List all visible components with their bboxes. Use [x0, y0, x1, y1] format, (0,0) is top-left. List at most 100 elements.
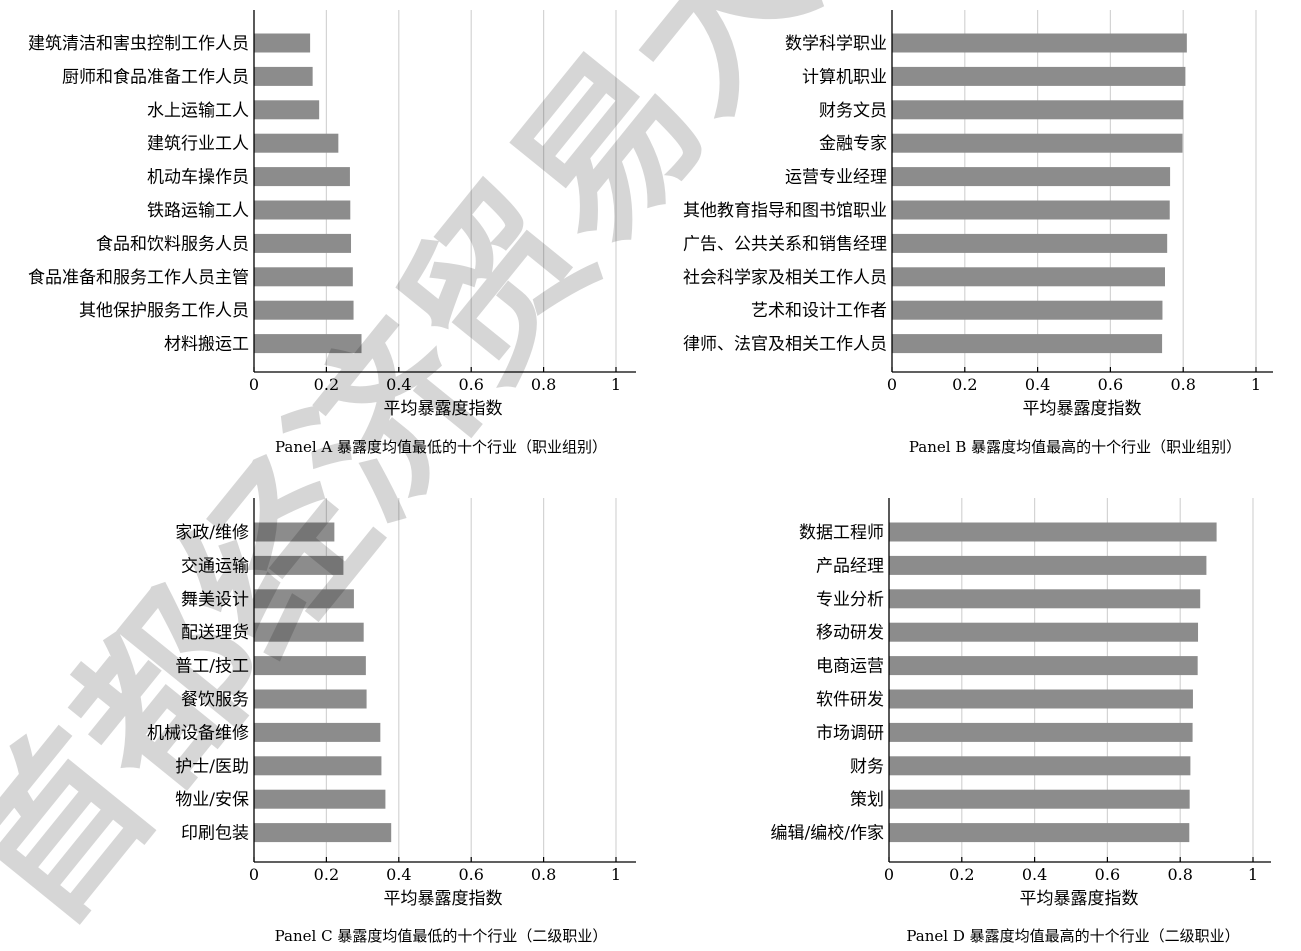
x-axis-label: 平均暴露度指数 [384, 889, 503, 909]
category-label: 电商运营 [816, 657, 884, 677]
x-tick-label: 0.2 [949, 865, 974, 884]
bar [254, 622, 364, 642]
x-tick-label: 1 [611, 375, 621, 394]
bar [254, 267, 353, 287]
category-label: 材料搬运工 [164, 335, 249, 355]
category-label: 厨师和食品准备工作人员 [62, 67, 249, 87]
x-tick-label: 1 [1251, 375, 1261, 394]
bar [892, 167, 1171, 187]
bar [254, 167, 350, 187]
bar [892, 267, 1165, 287]
x-tick-label: 0 [884, 865, 894, 884]
category-label: 建筑行业工人 [147, 134, 249, 154]
bar [254, 100, 320, 120]
x-tick-label: 1 [611, 865, 621, 884]
category-label: 机械设备维修 [147, 723, 249, 743]
bar [889, 589, 1201, 609]
bar [254, 689, 367, 709]
x-tick-label: 0.4 [386, 375, 411, 394]
category-label: 移动研发 [816, 623, 884, 643]
category-label: 艺术和设计工作者 [751, 301, 887, 321]
bar [254, 233, 352, 253]
bar [889, 689, 1193, 709]
category-label: 护士/医助 [175, 757, 249, 777]
panel-caption: Panel A 暴露度均值最低的十个行业（职业组别） [275, 438, 607, 456]
x-tick-label: 0.2 [952, 375, 977, 394]
category-label: 数据工程师 [799, 523, 884, 543]
bar [889, 555, 1207, 575]
panel-caption: Panel C 暴露度均值最低的十个行业（二级职业） [275, 927, 608, 945]
bar [254, 66, 313, 86]
category-label: 家政/维修 [175, 523, 249, 543]
bar [892, 200, 1170, 220]
bar [254, 522, 335, 542]
category-label: 其他保护服务工作人员 [79, 301, 249, 321]
panel-caption: Panel B 暴露度均值最高的十个行业（职业组别） [909, 438, 1241, 456]
x-axis-label: 平均暴露度指数 [1023, 399, 1142, 419]
bar [254, 722, 381, 742]
bar [254, 756, 382, 776]
x-tick-label: 0.4 [386, 865, 411, 884]
category-label: 专业分析 [816, 590, 884, 610]
x-tick-label: 0.6 [458, 865, 483, 884]
category-label: 策划 [850, 790, 884, 810]
x-tick-label: 0.6 [1095, 865, 1120, 884]
category-label: 其他教育指导和图书馆职业 [683, 201, 887, 221]
category-label: 铁路运输工人 [147, 201, 249, 221]
bar [254, 334, 362, 354]
x-axis-label: 平均暴露度指数 [384, 399, 503, 419]
category-label: 软件研发 [816, 690, 884, 710]
category-label: 律师、法官及相关工作人员 [683, 335, 887, 355]
bar [892, 66, 1186, 86]
category-label: 建筑清洁和害虫控制工作人员 [28, 34, 249, 54]
category-label: 数学科学职业 [785, 34, 887, 54]
bar [889, 522, 1217, 542]
category-label: 广告、公共关系和销售经理 [683, 234, 887, 254]
bar [889, 756, 1191, 776]
bar [892, 33, 1187, 53]
category-label: 社会科学家及相关工作人员 [683, 268, 887, 288]
bar [892, 300, 1163, 320]
x-tick-label: 0 [249, 375, 259, 394]
category-label: 市场调研 [816, 723, 884, 743]
category-label: 财务 [850, 757, 884, 777]
x-tick-label: 0 [887, 375, 897, 394]
x-tick-label: 0.8 [531, 865, 556, 884]
bar [254, 823, 392, 843]
category-label: 物业/安保 [175, 790, 249, 810]
bar [892, 100, 1184, 120]
category-label: 食品和饮料服务人员 [96, 234, 249, 254]
bar [889, 722, 1193, 742]
category-label: 舞美设计 [181, 590, 249, 610]
bar [254, 33, 311, 53]
category-label: 印刷包装 [181, 824, 249, 844]
x-tick-label: 0.6 [458, 375, 483, 394]
category-label: 财务文员 [819, 101, 887, 121]
category-label: 普工/技工 [175, 657, 249, 677]
x-tick-label: 0.8 [1170, 375, 1195, 394]
x-tick-label: 0.6 [1098, 375, 1123, 394]
bar [254, 133, 339, 153]
category-label: 计算机职业 [802, 67, 887, 87]
bar [889, 656, 1198, 676]
category-label: 产品经理 [816, 556, 884, 576]
category-label: 交通运输 [181, 556, 249, 576]
category-label: 餐饮服务 [181, 690, 249, 710]
x-tick-label: 0.2 [314, 375, 339, 394]
bar [892, 233, 1168, 253]
x-tick-label: 1 [1248, 865, 1258, 884]
category-label: 运营专业经理 [785, 168, 887, 188]
category-label: 编辑/编校/作家 [771, 824, 884, 844]
x-tick-label: 0.4 [1025, 375, 1050, 394]
x-axis-label: 平均暴露度指数 [1020, 889, 1139, 909]
category-label: 水上运输工人 [147, 101, 249, 121]
bar [254, 789, 386, 809]
category-label: 机动车操作员 [147, 168, 249, 188]
x-tick-label: 0.8 [531, 375, 556, 394]
category-label: 食品准备和服务工作人员主管 [28, 268, 249, 288]
bar [254, 656, 366, 676]
bar [254, 555, 344, 575]
category-label: 金融专家 [819, 134, 887, 154]
x-tick-label: 0.8 [1167, 865, 1192, 884]
